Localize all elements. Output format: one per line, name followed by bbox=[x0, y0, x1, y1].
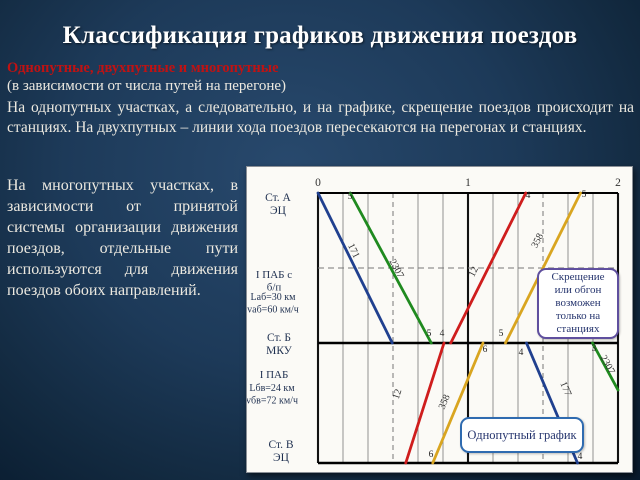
callout-line: возможен bbox=[555, 297, 601, 309]
minute-mark: 5 bbox=[348, 192, 353, 202]
minute-mark: 4 bbox=[578, 452, 583, 462]
minute-mark: 3 bbox=[592, 344, 597, 354]
train-number: 358 bbox=[437, 393, 453, 411]
station-label: Ст. А bbox=[265, 192, 291, 204]
section-note: vбв=72 км/ч bbox=[247, 396, 298, 407]
callout-line: Однопутный график bbox=[467, 427, 577, 442]
minute-mark: 5 bbox=[582, 190, 587, 200]
minute-mark: 6 bbox=[483, 345, 488, 355]
minute-mark: 5 bbox=[499, 329, 504, 339]
train-line bbox=[316, 191, 394, 345]
station-label: Ст. В bbox=[268, 439, 293, 451]
hour-label: 1 bbox=[465, 177, 471, 189]
train-number: 12 bbox=[467, 265, 481, 279]
minute-mark: 4 bbox=[440, 329, 445, 339]
train-line bbox=[449, 191, 528, 345]
paragraph-multi-track: На многопутных участках, в зависимости о… bbox=[7, 177, 238, 299]
station-label: Ст. Б bbox=[267, 332, 291, 344]
callout-single-track-label: Однопутный график bbox=[460, 417, 584, 453]
section-note: Lбв=24 км bbox=[249, 383, 295, 394]
train-line bbox=[431, 341, 485, 465]
track-types-heading: Однопутные, двухпутные и многопутные bbox=[7, 60, 279, 76]
train-graph-panel: Ст. А ЭЦ Ст. Б МКУ Ст. В ЭЦ 0 1 2 I ПАБ с б/п Lаб=3… bbox=[246, 166, 633, 473]
train-number: 2307 bbox=[387, 257, 406, 280]
train-number: 12 bbox=[391, 388, 405, 401]
section-note: I ПАБ с bbox=[256, 269, 292, 281]
station-label: ЭЦ bbox=[273, 452, 290, 464]
callout-line: только на bbox=[555, 310, 601, 322]
callout-crossing-note: Скрещение или обгон возможен только на с… bbox=[537, 268, 619, 339]
minute-mark: 6 bbox=[429, 450, 434, 460]
section-note: I ПАБ bbox=[260, 369, 289, 381]
callout-line: Скрещение bbox=[551, 271, 605, 283]
train-line bbox=[348, 191, 433, 345]
hour-label: 0 bbox=[315, 177, 321, 189]
section-note: vаб=60 км/ч bbox=[247, 305, 299, 316]
paragraph-single-double-track: На однопутных участках, а следовательно,… bbox=[7, 99, 634, 136]
track-types-note: (в зависимости от числа путей на перегон… bbox=[7, 78, 287, 94]
train-line bbox=[404, 341, 446, 465]
minute-mark: 4 bbox=[519, 348, 524, 358]
callout-line: станциях bbox=[556, 323, 600, 335]
slide-title: Классификация графиков движения поездов bbox=[62, 22, 578, 49]
station-label: ЭЦ bbox=[270, 205, 287, 217]
train-number: 171 bbox=[345, 242, 361, 260]
minute-mark: 4 bbox=[526, 191, 531, 201]
section-note: Lаб=30 км bbox=[251, 292, 297, 303]
minute-mark: 5 bbox=[427, 329, 432, 339]
station-label: МКУ bbox=[266, 345, 293, 357]
train-line bbox=[591, 341, 620, 392]
train-number: 177 bbox=[557, 380, 573, 398]
hour-label: 2 bbox=[615, 177, 621, 189]
train-number: 2307 bbox=[598, 353, 617, 376]
section-note: б/п bbox=[267, 282, 282, 294]
train-number: 358 bbox=[529, 232, 546, 250]
callout-line: или обгон bbox=[554, 284, 602, 296]
